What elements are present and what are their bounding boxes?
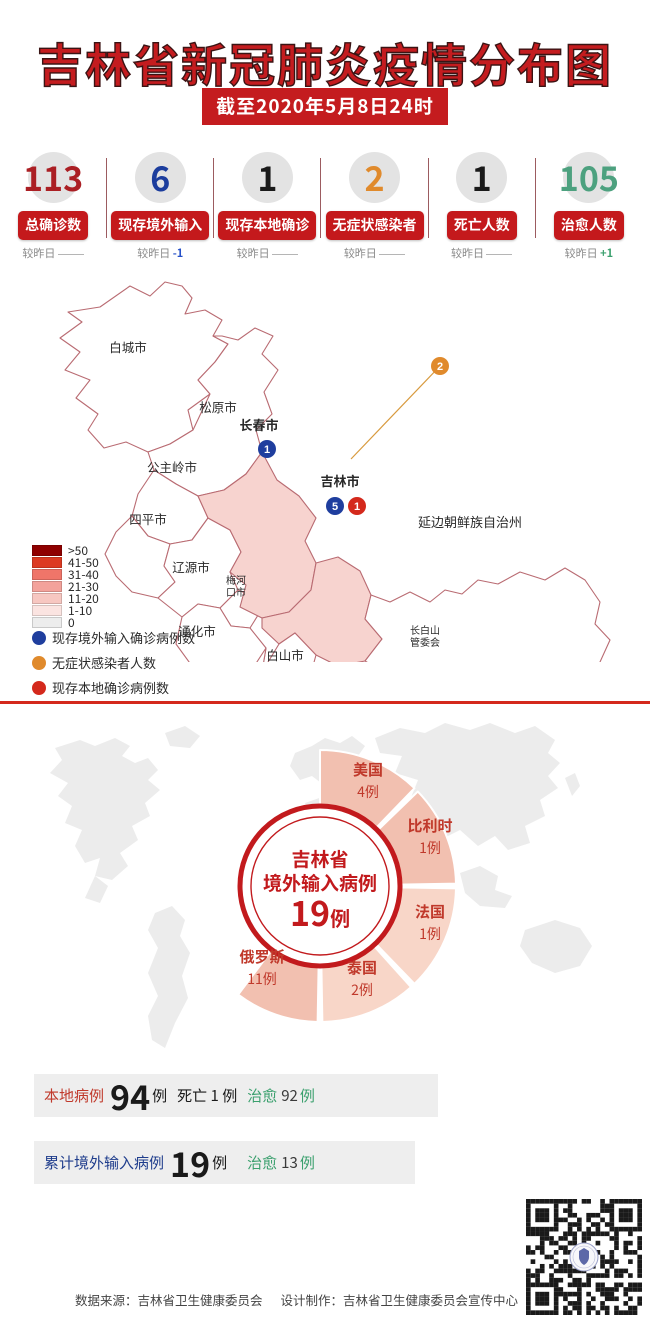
svg-text:泰国: 泰国 bbox=[347, 957, 377, 978]
svg-text:白城市: 白城市 bbox=[109, 337, 147, 356]
svg-text:公主岭市: 公主岭市 bbox=[147, 457, 197, 476]
svg-text:1例: 1例 bbox=[419, 838, 441, 858]
svg-text:辽源市: 辽源市 bbox=[172, 557, 210, 576]
svg-text:1: 1 bbox=[354, 501, 360, 513]
svg-text:俄罗斯: 俄罗斯 bbox=[239, 946, 284, 967]
svg-text:四平市: 四平市 bbox=[129, 509, 167, 528]
svg-text:延边朝鲜族自治州: 延边朝鲜族自治州 bbox=[418, 512, 522, 531]
svg-text:2: 2 bbox=[437, 361, 443, 373]
svg-text:11例: 11例 bbox=[247, 969, 277, 989]
svg-text:吉林市: 吉林市 bbox=[320, 471, 359, 490]
svg-text:4例: 4例 bbox=[357, 782, 379, 802]
svg-text:1例: 1例 bbox=[419, 924, 441, 944]
svg-text:比利时: 比利时 bbox=[407, 815, 452, 836]
svg-text:2例: 2例 bbox=[351, 980, 373, 1000]
svg-text:5: 5 bbox=[332, 501, 338, 513]
svg-text:1: 1 bbox=[264, 444, 270, 456]
svg-text:法国: 法国 bbox=[415, 901, 445, 922]
svg-text:美国: 美国 bbox=[353, 759, 383, 780]
svg-text:松原市: 松原市 bbox=[199, 397, 237, 416]
svg-text:吉林省: 吉林省 bbox=[291, 845, 348, 872]
svg-text:长春市: 长春市 bbox=[239, 415, 278, 434]
